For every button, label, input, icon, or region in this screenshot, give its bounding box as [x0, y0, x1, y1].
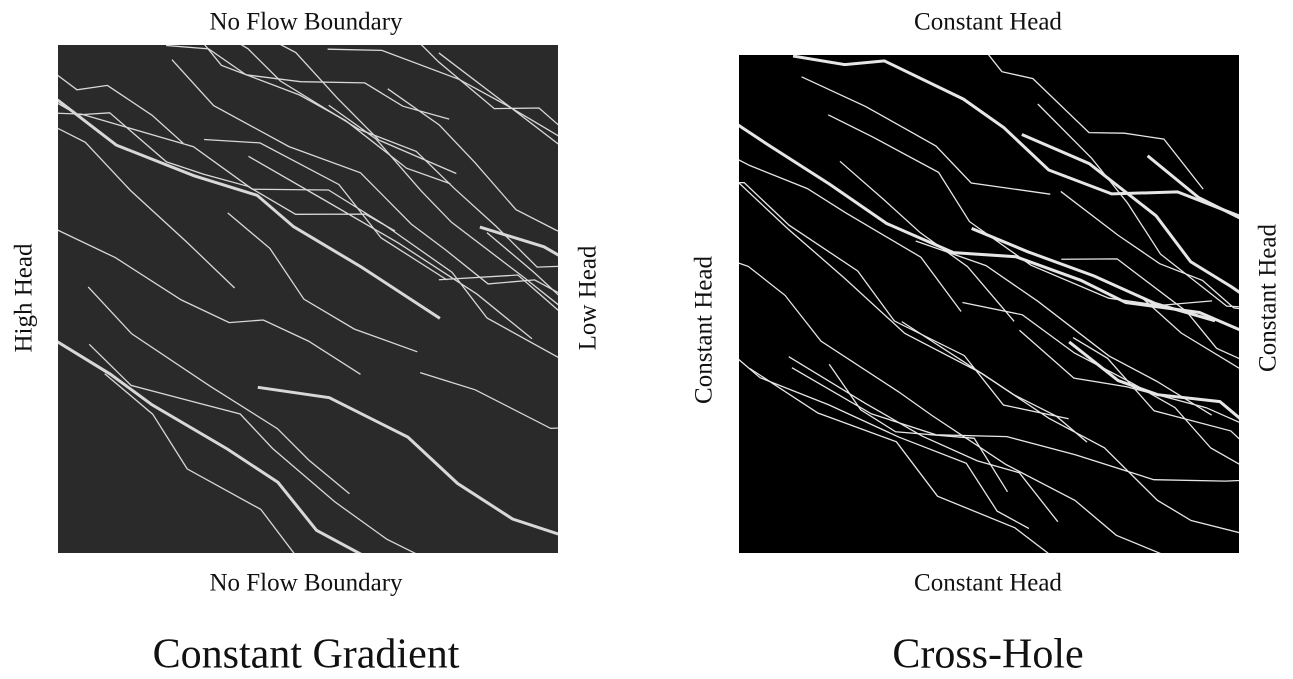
fracture-image — [739, 55, 1239, 553]
top-label: No Flow Boundary — [209, 9, 403, 36]
caption: Constant Gradient — [153, 632, 460, 678]
left-label: Constant Head — [691, 256, 718, 404]
bottom-label: Constant Head — [914, 570, 1062, 597]
left-label: High Head — [11, 243, 38, 352]
figure: No Flow Boundary No Flow Boundary High H… — [0, 0, 1293, 679]
top-label: Constant Head — [914, 9, 1062, 36]
caption: Cross-Hole — [892, 632, 1083, 678]
right-label: Low Head — [575, 245, 602, 350]
right-label: Constant Head — [1255, 224, 1282, 372]
bottom-label: No Flow Boundary — [209, 570, 403, 597]
